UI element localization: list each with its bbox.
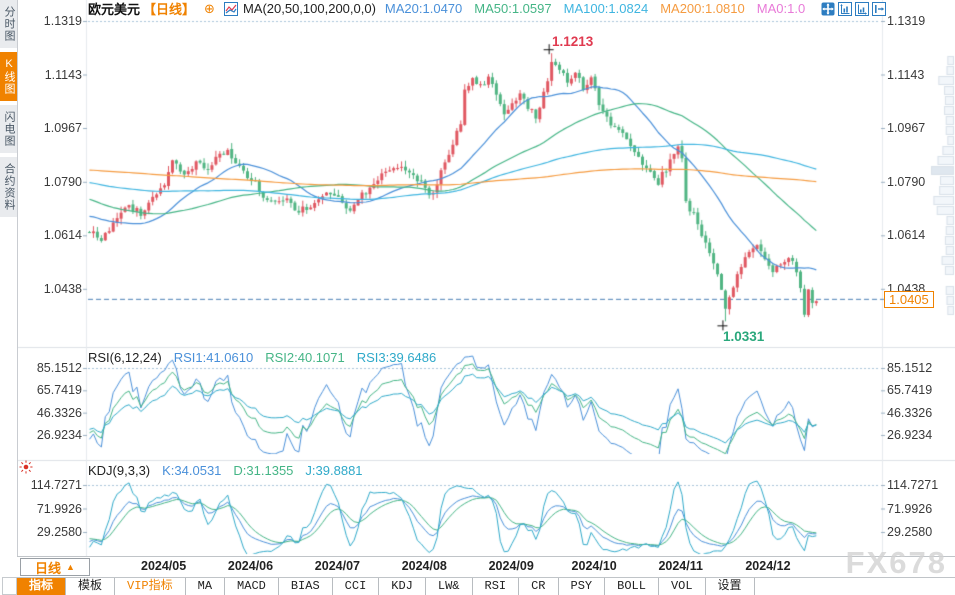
axis-tick: 26.9234 <box>887 427 933 442</box>
rsi-values: RSI1:41.0610 RSI2:40.1071 RSI3:39.6486 <box>174 350 437 365</box>
toolbar-item-11[interactable]: PSY <box>559 578 606 595</box>
toolbar-item-10[interactable]: CR <box>519 578 559 595</box>
toolbar-item-8[interactable]: LW& <box>426 578 473 595</box>
low-annotation: 1.0331 <box>723 329 765 344</box>
triangle-up-icon: ▲ <box>66 562 75 572</box>
ma-settings-label: MA(20,50,100,200,0,0) <box>242 1 376 16</box>
ma-value-0: MA20:1.0470 <box>384 1 463 16</box>
axis-tick: 1.0967 <box>43 121 82 135</box>
sidebar-tab-0[interactable]: 分时图 <box>0 0 17 48</box>
time-axis-row: 日线 ▲ 2024/05 2024/06 2024/07 2024/08 2024/09… <box>17 556 955 578</box>
axis-tick: 1.0967 <box>887 121 926 135</box>
ma-value-4: MA0:1.0 <box>756 1 806 16</box>
toolbar-item-3[interactable]: MA <box>186 578 226 595</box>
month-label-4: 2024/09 <box>488 559 534 573</box>
toolbar-item-5[interactable]: BIAS <box>279 578 333 595</box>
indicator-alert-icon[interactable] <box>18 459 34 480</box>
kdj-title: KDJ(9,3,3) <box>88 463 151 478</box>
chart-header: 欧元美元 【日线】 ⊕ MA(20,50,100,200,0,0) MA20:1.… <box>88 1 805 17</box>
rsi-value-1: RSI2:40.1071 <box>265 350 345 365</box>
high-annotation: 1.1213 <box>552 34 594 49</box>
axis-tick: 1.1319 <box>887 14 926 28</box>
crosshair-icon[interactable] <box>821 2 835 16</box>
month-label-6: 2024/11 <box>658 559 703 573</box>
axis-tick: 1.0790 <box>43 174 82 189</box>
axis-tick: 71.9926 <box>36 501 82 516</box>
kdj-header: KDJ(9,3,3) K:34.0531 D:31.1355 J:39.8881 <box>88 463 363 478</box>
sidebar-tab-1[interactable]: K线图 <box>0 52 17 101</box>
current-price-tag: 1.0405 <box>884 291 934 308</box>
axis-tick: 65.7419 <box>36 383 82 398</box>
axis-tick: 1.1319 <box>43 14 82 28</box>
axis-tick: 46.3326 <box>887 405 933 420</box>
pan-right-icon[interactable] <box>872 2 886 16</box>
indicator-chart-icon[interactable] <box>223 1 238 16</box>
left-tab-bar: 分时图 K线图闪电图合约资料 <box>0 0 18 556</box>
ma-values: MA20:1.0470 MA50:1.0597 MA100:1.0824 MA200:… <box>385 1 805 16</box>
axis-tick: 29.2580 <box>36 525 82 539</box>
axis-tick: 114.7271 <box>887 478 939 492</box>
toolbar-item-12[interactable]: BOLL <box>605 578 659 595</box>
toolbar-item-2[interactable]: VIP指标 <box>115 578 186 595</box>
kdj-values: K:34.0531 D:31.1355 J:39.8881 <box>162 463 362 478</box>
sidebar-tab-3[interactable]: 合约资料 <box>0 157 17 217</box>
toolbar-item-13[interactable]: VOL <box>659 578 706 595</box>
month-label-1: 2024/06 <box>227 559 274 573</box>
axis-tick: 1.1143 <box>887 67 925 82</box>
toolbar-item-0[interactable]: 指标 <box>17 578 67 595</box>
month-label-2: 2024/07 <box>314 559 360 573</box>
toolbar-item-14[interactable]: 设置 <box>706 578 755 595</box>
axis-tick: 26.9234 <box>36 427 82 442</box>
month-label-3: 2024/08 <box>401 559 447 573</box>
bottom-toolbar: 指标 模板 VIP指标 MA MACD BIAS CCI KDJ LW& RSI CR PSY BOLL… <box>17 577 955 595</box>
ma-value-1: MA50:1.0597 <box>474 1 552 16</box>
ma-value-2: MA100:1.0824 <box>563 1 649 16</box>
kdj-value-0: K:34.0531 <box>162 463 222 478</box>
price-chart-canvas[interactable] <box>0 0 955 556</box>
axis-tick: 1.0790 <box>887 174 926 189</box>
chart-toolbar-icons <box>821 2 886 16</box>
month-label-7: 2024/12 <box>745 559 791 573</box>
axis-tick: 1.0614 <box>887 228 926 243</box>
toolbar-item-1[interactable]: 模板 <box>66 578 116 595</box>
toolbar-item-9[interactable]: RSI <box>473 578 520 595</box>
axis-tick: 1.0614 <box>43 228 82 243</box>
axis-tick: 29.2580 <box>887 525 933 539</box>
axis-tick: 1.0438 <box>43 281 82 296</box>
period-label: 【日线】 <box>143 2 196 17</box>
corner-box <box>2 577 17 595</box>
axis-scale-x-icon[interactable] <box>855 2 869 16</box>
toolbar-item-4[interactable]: MACD <box>225 578 279 595</box>
add-indicator-icon[interactable]: ⊕ <box>204 1 215 16</box>
month-label-0: 2024/05 <box>141 559 187 573</box>
axis-tick: 114.7271 <box>30 478 82 492</box>
kdj-value-2: J:39.8881 <box>305 463 363 478</box>
axis-tick: 71.9926 <box>887 501 933 516</box>
sidebar-tab-2[interactable]: 闪电图 <box>0 105 17 153</box>
rsi-value-2: RSI3:39.6486 <box>356 350 437 365</box>
kdj-value-1: D:31.1355 <box>233 463 294 478</box>
rsi-header: RSI(6,12,24) RSI1:41.0610 RSI2:40.1071 RSI… <box>88 350 436 365</box>
toolbar-item-6[interactable]: CCI <box>333 578 380 595</box>
axis-tick: 85.1512 <box>887 361 933 375</box>
axis-scale-y-icon[interactable] <box>838 2 852 16</box>
axis-tick: 1.1143 <box>44 67 82 82</box>
axis-tick: 85.1512 <box>36 361 82 375</box>
toolbar-item-7[interactable]: KDJ <box>379 578 426 595</box>
period-selector-label: 日线 <box>35 560 62 576</box>
axis-tick: 46.3326 <box>36 405 82 420</box>
ma-value-3: MA200:1.0810 <box>660 1 745 16</box>
rsi-title: RSI(6,12,24) <box>88 350 162 365</box>
rsi-value-0: RSI1:41.0610 <box>173 350 254 365</box>
axis-tick: 65.7419 <box>887 383 933 398</box>
symbol-title: 欧元美元 <box>88 2 141 17</box>
month-label-5: 2024/10 <box>571 559 617 573</box>
period-selector[interactable]: 日线 ▲ <box>20 558 90 576</box>
